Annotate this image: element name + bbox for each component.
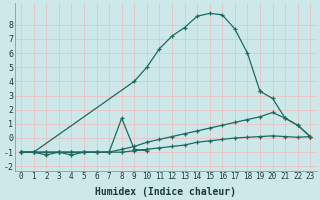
X-axis label: Humidex (Indice chaleur): Humidex (Indice chaleur) bbox=[95, 186, 236, 197]
